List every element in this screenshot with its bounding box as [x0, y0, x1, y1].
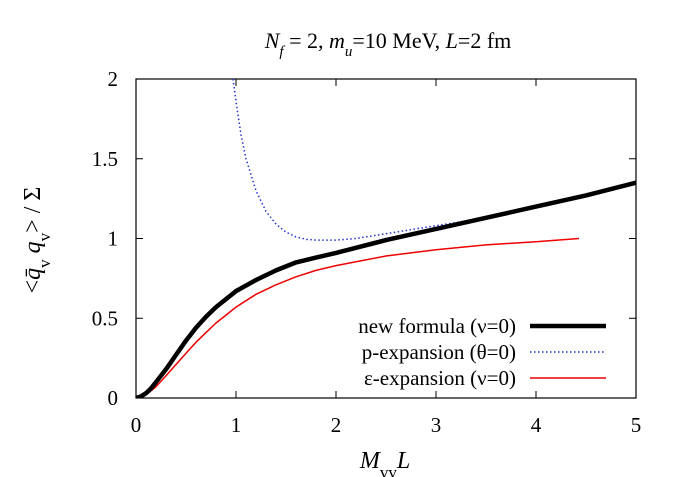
legend-label-1: p-expansion (θ=0) — [362, 340, 516, 364]
label-part: =2 fm — [458, 28, 511, 53]
x-tick-label: 4 — [531, 413, 542, 437]
axis-ticks: 0 1 2 3 4 5 0 0.5 1 1.5 2 — [92, 67, 642, 437]
y-tick-label: 1 — [108, 227, 119, 251]
label-part: =10 MeV, — [352, 28, 445, 53]
y-tick-label: 1.5 — [92, 147, 118, 171]
x-tick-label: 0 — [131, 413, 142, 437]
label-part: M — [359, 448, 382, 474]
label-part: q — [20, 241, 46, 253]
y-tick-label: 0 — [108, 386, 119, 410]
series-line-0 — [136, 180, 636, 398]
label-part: v — [35, 232, 54, 241]
x-tick-label: 5 — [631, 413, 642, 437]
legend: new formula (ν=0)p-expansion (θ=0)ε-expa… — [358, 314, 606, 390]
x-tick-label: 3 — [431, 413, 442, 437]
series-line-2 — [136, 237, 580, 398]
label-part: L — [445, 28, 458, 53]
y-tick-label: 2 — [108, 67, 119, 91]
series-layer — [136, 79, 636, 398]
label-part: L — [396, 448, 410, 474]
label-part: q̄ — [20, 268, 46, 280]
label-part: vv — [380, 463, 398, 477]
legend-label-0: new formula (ν=0) — [358, 314, 516, 338]
label-part: > / Σ — [20, 187, 46, 233]
legend-label-2: ε-expansion (ν=0) — [364, 366, 516, 390]
label-part: v — [35, 259, 54, 268]
x-tick-label: 1 — [231, 413, 242, 437]
label-part: N — [264, 28, 281, 53]
chart-title: Nf = 2, mu=10 MeV, L=2 fm — [264, 28, 512, 60]
label-part: = 2, — [284, 28, 329, 53]
label-part: f — [279, 44, 285, 60]
x-tick-label: 2 — [331, 413, 342, 437]
label-part: m — [329, 28, 345, 53]
y-tick-label: 0.5 — [92, 306, 118, 330]
y-axis-title: <q̄v qv> / Σ — [20, 187, 54, 294]
label-part: u — [345, 44, 353, 60]
label-part: < — [20, 280, 46, 294]
series-line-1 — [232, 79, 636, 241]
x-axis-title: MvvL — [359, 448, 410, 477]
